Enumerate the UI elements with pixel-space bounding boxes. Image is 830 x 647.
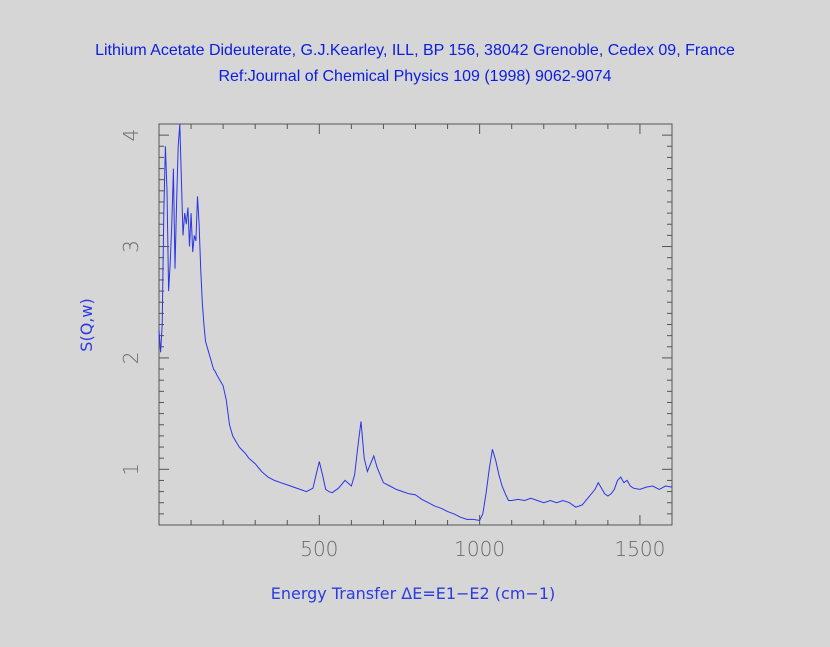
y-tick-label: 2 xyxy=(119,352,143,365)
x-axis-label: Energy Transfer ΔE=E1−E2 (cm−1) xyxy=(271,584,556,603)
y-tick-label: 3 xyxy=(119,240,143,253)
y-tick-label: 4 xyxy=(119,129,143,142)
x-axis: 500 1000 1500 xyxy=(190,124,665,561)
series-line xyxy=(158,123,673,522)
x-tick-label: 1500 xyxy=(614,537,665,561)
x-tick-label: 1000 xyxy=(454,537,505,561)
plot-area xyxy=(158,123,673,526)
chart-title: Lithium Acetate Dideuterate, G.J.Kearley… xyxy=(95,42,735,59)
y-axis-label: S(Q,w) xyxy=(77,298,96,351)
y-tick-label: 1 xyxy=(119,463,143,476)
chart-subtitle: Ref:Journal of Chemical Physics 109 (199… xyxy=(218,68,612,85)
x-tick-label: 500 xyxy=(300,537,338,561)
